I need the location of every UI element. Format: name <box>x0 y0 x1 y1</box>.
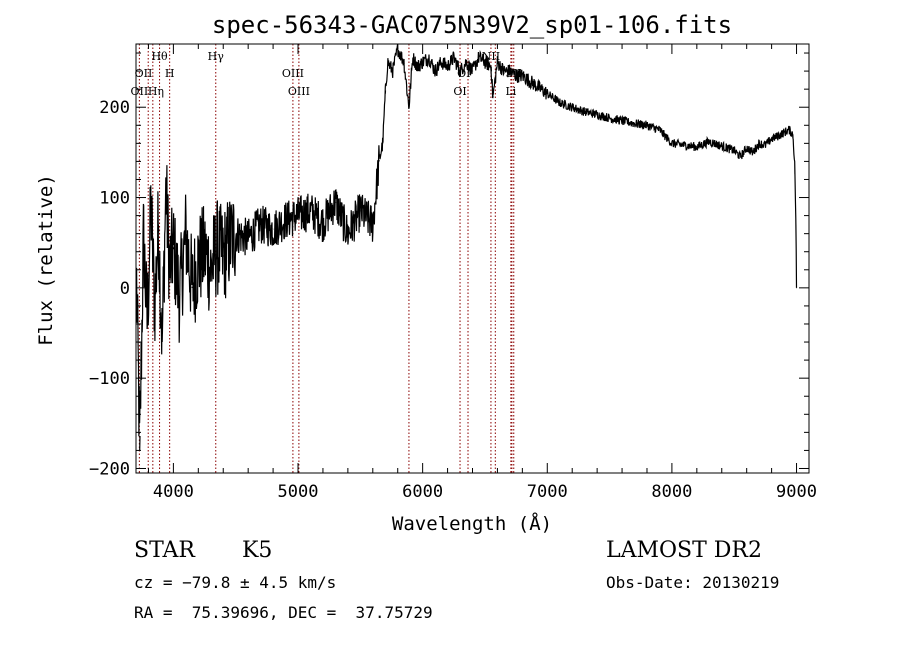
y-tick-label: 200 <box>99 98 130 118</box>
x-axis: 4000 5000 6000 7000 8000 9000 <box>147 44 817 502</box>
spectral-line-label: Hη <box>148 85 164 98</box>
spectral-line-label: OIII <box>288 85 310 98</box>
object-subclass: K5 <box>242 538 273 563</box>
spectral-line-label: OIII <box>282 67 304 80</box>
y-tick-label: −100 <box>89 369 130 389</box>
spectral-line-label: OI <box>453 85 466 98</box>
x-tick-label: 5000 <box>278 482 319 502</box>
x-tick-label: 8000 <box>651 482 692 502</box>
x-tick-label: 9000 <box>776 482 817 502</box>
y-axis-label: Flux (relative) <box>35 174 57 346</box>
observation-date: Obs-Date: 20130219 <box>606 573 780 592</box>
chart-title: spec-56343-GAC075N39V2_sp01-106.fits <box>212 11 732 39</box>
spectral-line-label: OII <box>135 67 153 80</box>
y-axis: −200 −100 0 100 200 <box>89 52 809 479</box>
spectral-line-label: H <box>165 67 175 80</box>
y-tick-label: 0 <box>120 279 130 299</box>
plot-frame <box>135 43 810 474</box>
spectral-line-label: Hθ <box>151 50 168 63</box>
x-tick-label: 4000 <box>153 482 194 502</box>
y-tick-label: 100 <box>99 189 130 209</box>
spectral-line-label: Li <box>505 85 516 98</box>
spectral-line-markers <box>138 44 515 473</box>
spectral-line-label: Hγ <box>208 50 225 63</box>
spectral-line-label: OII <box>131 85 149 98</box>
y-tick-label: −200 <box>89 459 130 479</box>
redshift-cz: cz = −79.8 ± 4.5 km/s <box>134 573 337 592</box>
x-tick-label: 6000 <box>402 482 443 502</box>
x-axis-label: Wavelength (Å) <box>392 512 552 535</box>
x-tick-label: 7000 <box>527 482 568 502</box>
coordinates: RA = 75.39696, DEC = 37.75729 <box>134 603 433 622</box>
spectrum-line <box>136 43 798 451</box>
survey-label: LAMOST DR2 <box>606 538 762 563</box>
object-class: STAR <box>134 538 195 563</box>
